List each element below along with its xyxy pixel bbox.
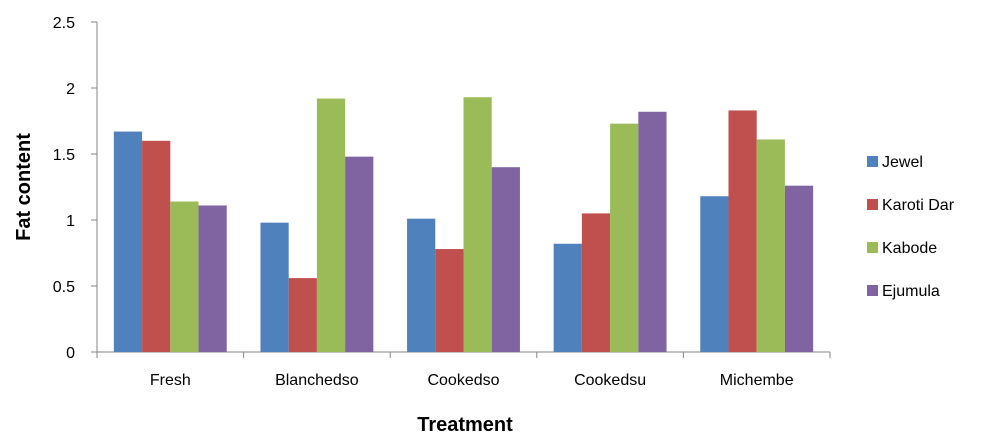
legend-label: Karoti Dar — [882, 197, 955, 214]
y-tick-label: 0.5 — [53, 279, 75, 296]
legend-swatch — [867, 156, 878, 167]
bar-kabode-cookedsu — [610, 123, 639, 352]
x-axis: Fresh Blanchedso Cookedso Cookedsu Michembe — [96, 351, 831, 389]
bar-karoti-dar-blanchedso — [288, 278, 317, 352]
bar-jewel-cookedsu — [553, 243, 582, 352]
legend-label: Kabode — [882, 240, 937, 257]
bar-kabode-blanchedso — [316, 98, 346, 352]
bar-jewel-blanchedso — [260, 222, 289, 352]
bar-ejumula-michembe — [784, 185, 814, 352]
legend-label: Jewel — [882, 154, 923, 171]
x-tick-label: Fresh — [150, 372, 191, 389]
y-tick-label: 1.5 — [53, 147, 75, 164]
y-tick-label: 2 — [66, 81, 75, 98]
legend-swatch — [867, 242, 878, 253]
bar-kabode-michembe — [756, 139, 785, 352]
bar-ejumula-fresh — [198, 205, 227, 352]
bar-kabode-cookedso — [463, 97, 492, 353]
x-axis-title: Treatment — [417, 414, 513, 435]
x-tick-label: Michembe — [720, 372, 794, 389]
x-tick-label: Cookedso — [427, 372, 499, 389]
legend-label: Ejumula — [882, 283, 940, 300]
y-tick-label: 2.5 — [53, 15, 75, 32]
bar-jewel-fresh — [113, 131, 143, 352]
bar-ejumula-blanchedso — [345, 156, 374, 352]
legend-swatch — [867, 285, 878, 296]
bar-karoti-dar-cookedso — [435, 249, 464, 352]
bar-jewel-michembe — [700, 196, 729, 352]
y-axis: 0 0.5 1 1.5 2 2.5 — [53, 15, 98, 362]
bar-karoti-dar-cookedsu — [581, 213, 611, 352]
y-tick-label: 0 — [66, 345, 75, 362]
bar-kabode-fresh — [170, 201, 199, 352]
legend-swatch — [867, 199, 878, 210]
bar-karoti-dar-michembe — [728, 110, 757, 352]
bar-ejumula-cookedsu — [638, 111, 667, 352]
y-axis-title: Fat content — [13, 133, 35, 241]
bar-karoti-dar-fresh — [142, 140, 171, 352]
bars — [113, 97, 814, 353]
x-tick-label: Cookedsu — [574, 372, 646, 389]
bar-jewel-cookedso — [407, 218, 436, 352]
legend: Jewel Karoti Dar Kabode Ejumula — [867, 154, 955, 300]
bar-ejumula-cookedso — [491, 167, 520, 352]
y-tick-label: 1 — [66, 213, 75, 230]
x-tick-label: Blanchedso — [275, 372, 359, 389]
